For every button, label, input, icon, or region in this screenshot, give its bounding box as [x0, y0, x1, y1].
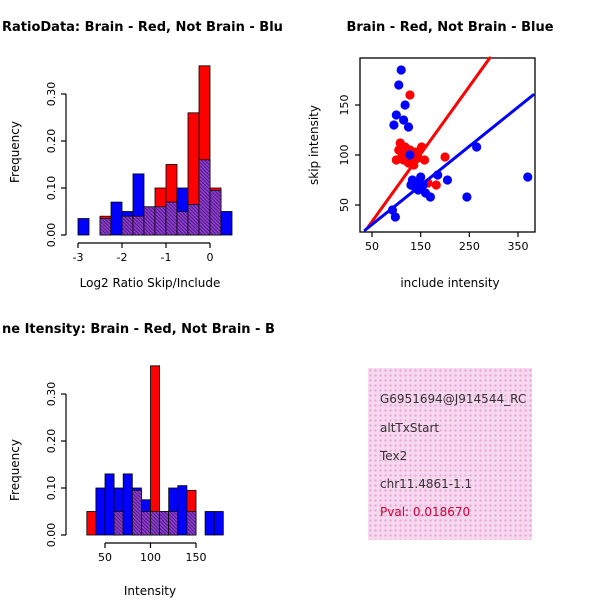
locus-text: chr11.4861-1.1 — [380, 477, 473, 491]
gene-symbol-text: Tex2 — [380, 449, 408, 463]
svg-text:0.10: 0.10 — [45, 476, 58, 501]
svg-text:0.20: 0.20 — [45, 129, 58, 154]
event-type-text: altTxStart — [380, 421, 440, 435]
pval-text: Pval: 0.018670 — [380, 505, 471, 519]
intensity-histogram-title: ne Itensity: Brain - Red, Not Brain - B — [2, 322, 275, 337]
intensity-histogram-plot: 0.00 0.10 0.20 0.30 50 100 150 — [45, 365, 224, 564]
svg-text:50: 50 — [98, 551, 112, 564]
gene-info-box: G6951694@J914544_RC altTxStart Tex2 chr1… — [368, 368, 532, 540]
svg-text:150: 150 — [338, 95, 351, 116]
svg-text:100: 100 — [140, 551, 161, 564]
svg-text:0: 0 — [207, 251, 214, 264]
svg-text:50: 50 — [338, 198, 351, 212]
intensity-histogram-ylabel: Frequency — [8, 439, 22, 501]
svg-text:0.00: 0.00 — [45, 223, 58, 248]
panel-gene-info: G6951694@J914544_RC altTxStart Tex2 chr1… — [300, 300, 600, 600]
svg-text:-2: -2 — [117, 251, 128, 264]
ratio-histogram-ylabel: Frequency — [8, 121, 22, 183]
svg-text:150: 150 — [410, 240, 431, 253]
panel-ratio-histogram: 0.00 0.10 0.20 0.30 -3 -2 -1 0 RatioData: Brain… — [0, 0, 300, 300]
svg-text:-1: -1 — [161, 251, 172, 264]
svg-text:0.00: 0.00 — [45, 523, 58, 548]
panel-intensity-histogram: 0.00 0.10 0.20 0.30 50 100 150 ne Itensity: Br… — [0, 300, 300, 600]
ratio-histogram-xlabel: Log2 Ratio Skip/Include — [79, 276, 221, 290]
scatter-ylabel: skip intensity — [307, 105, 321, 185]
svg-text:50: 50 — [365, 240, 379, 253]
gene-id-text: G6951694@J914544_RC — [380, 392, 527, 406]
scatter-title: Brain - Red, Not Brain - Blue — [346, 20, 554, 35]
ratio-histogram-title: RatioData: Brain - Red, Not Brain - Blu — [2, 20, 283, 35]
svg-text:100: 100 — [338, 145, 351, 166]
svg-text:-3: -3 — [73, 251, 84, 264]
svg-text:0.30: 0.30 — [45, 382, 58, 407]
ratio-histogram-plot: 0.00 0.10 0.20 0.30 -3 -2 -1 0 — [45, 65, 233, 264]
svg-text:350: 350 — [508, 240, 529, 253]
scatter-plot: 50 150 250 350 50 100 150 — [338, 56, 536, 253]
svg-text:250: 250 — [459, 240, 480, 253]
svg-text:0.20: 0.20 — [45, 429, 58, 454]
svg-text:0.30: 0.30 — [45, 82, 58, 107]
panel-scatter: 50 150 250 350 50 100 150 Brain - Red, Not Bra… — [300, 0, 600, 300]
svg-text:0.10: 0.10 — [45, 176, 58, 201]
intensity-histogram-xlabel: Intensity — [123, 584, 177, 598]
svg-text:150: 150 — [186, 551, 207, 564]
scatter-xlabel: include intensity — [400, 276, 500, 290]
